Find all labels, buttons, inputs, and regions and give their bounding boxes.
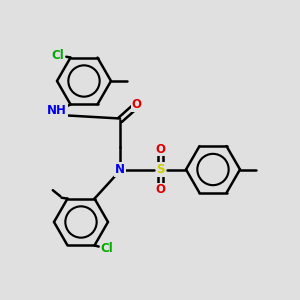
Text: O: O	[131, 98, 142, 112]
Text: O: O	[155, 183, 166, 196]
Text: S: S	[156, 163, 165, 176]
Text: O: O	[155, 142, 166, 156]
Text: Cl: Cl	[101, 242, 113, 255]
Text: NH: NH	[47, 104, 67, 117]
Text: Cl: Cl	[52, 49, 64, 62]
Text: N: N	[115, 163, 125, 176]
